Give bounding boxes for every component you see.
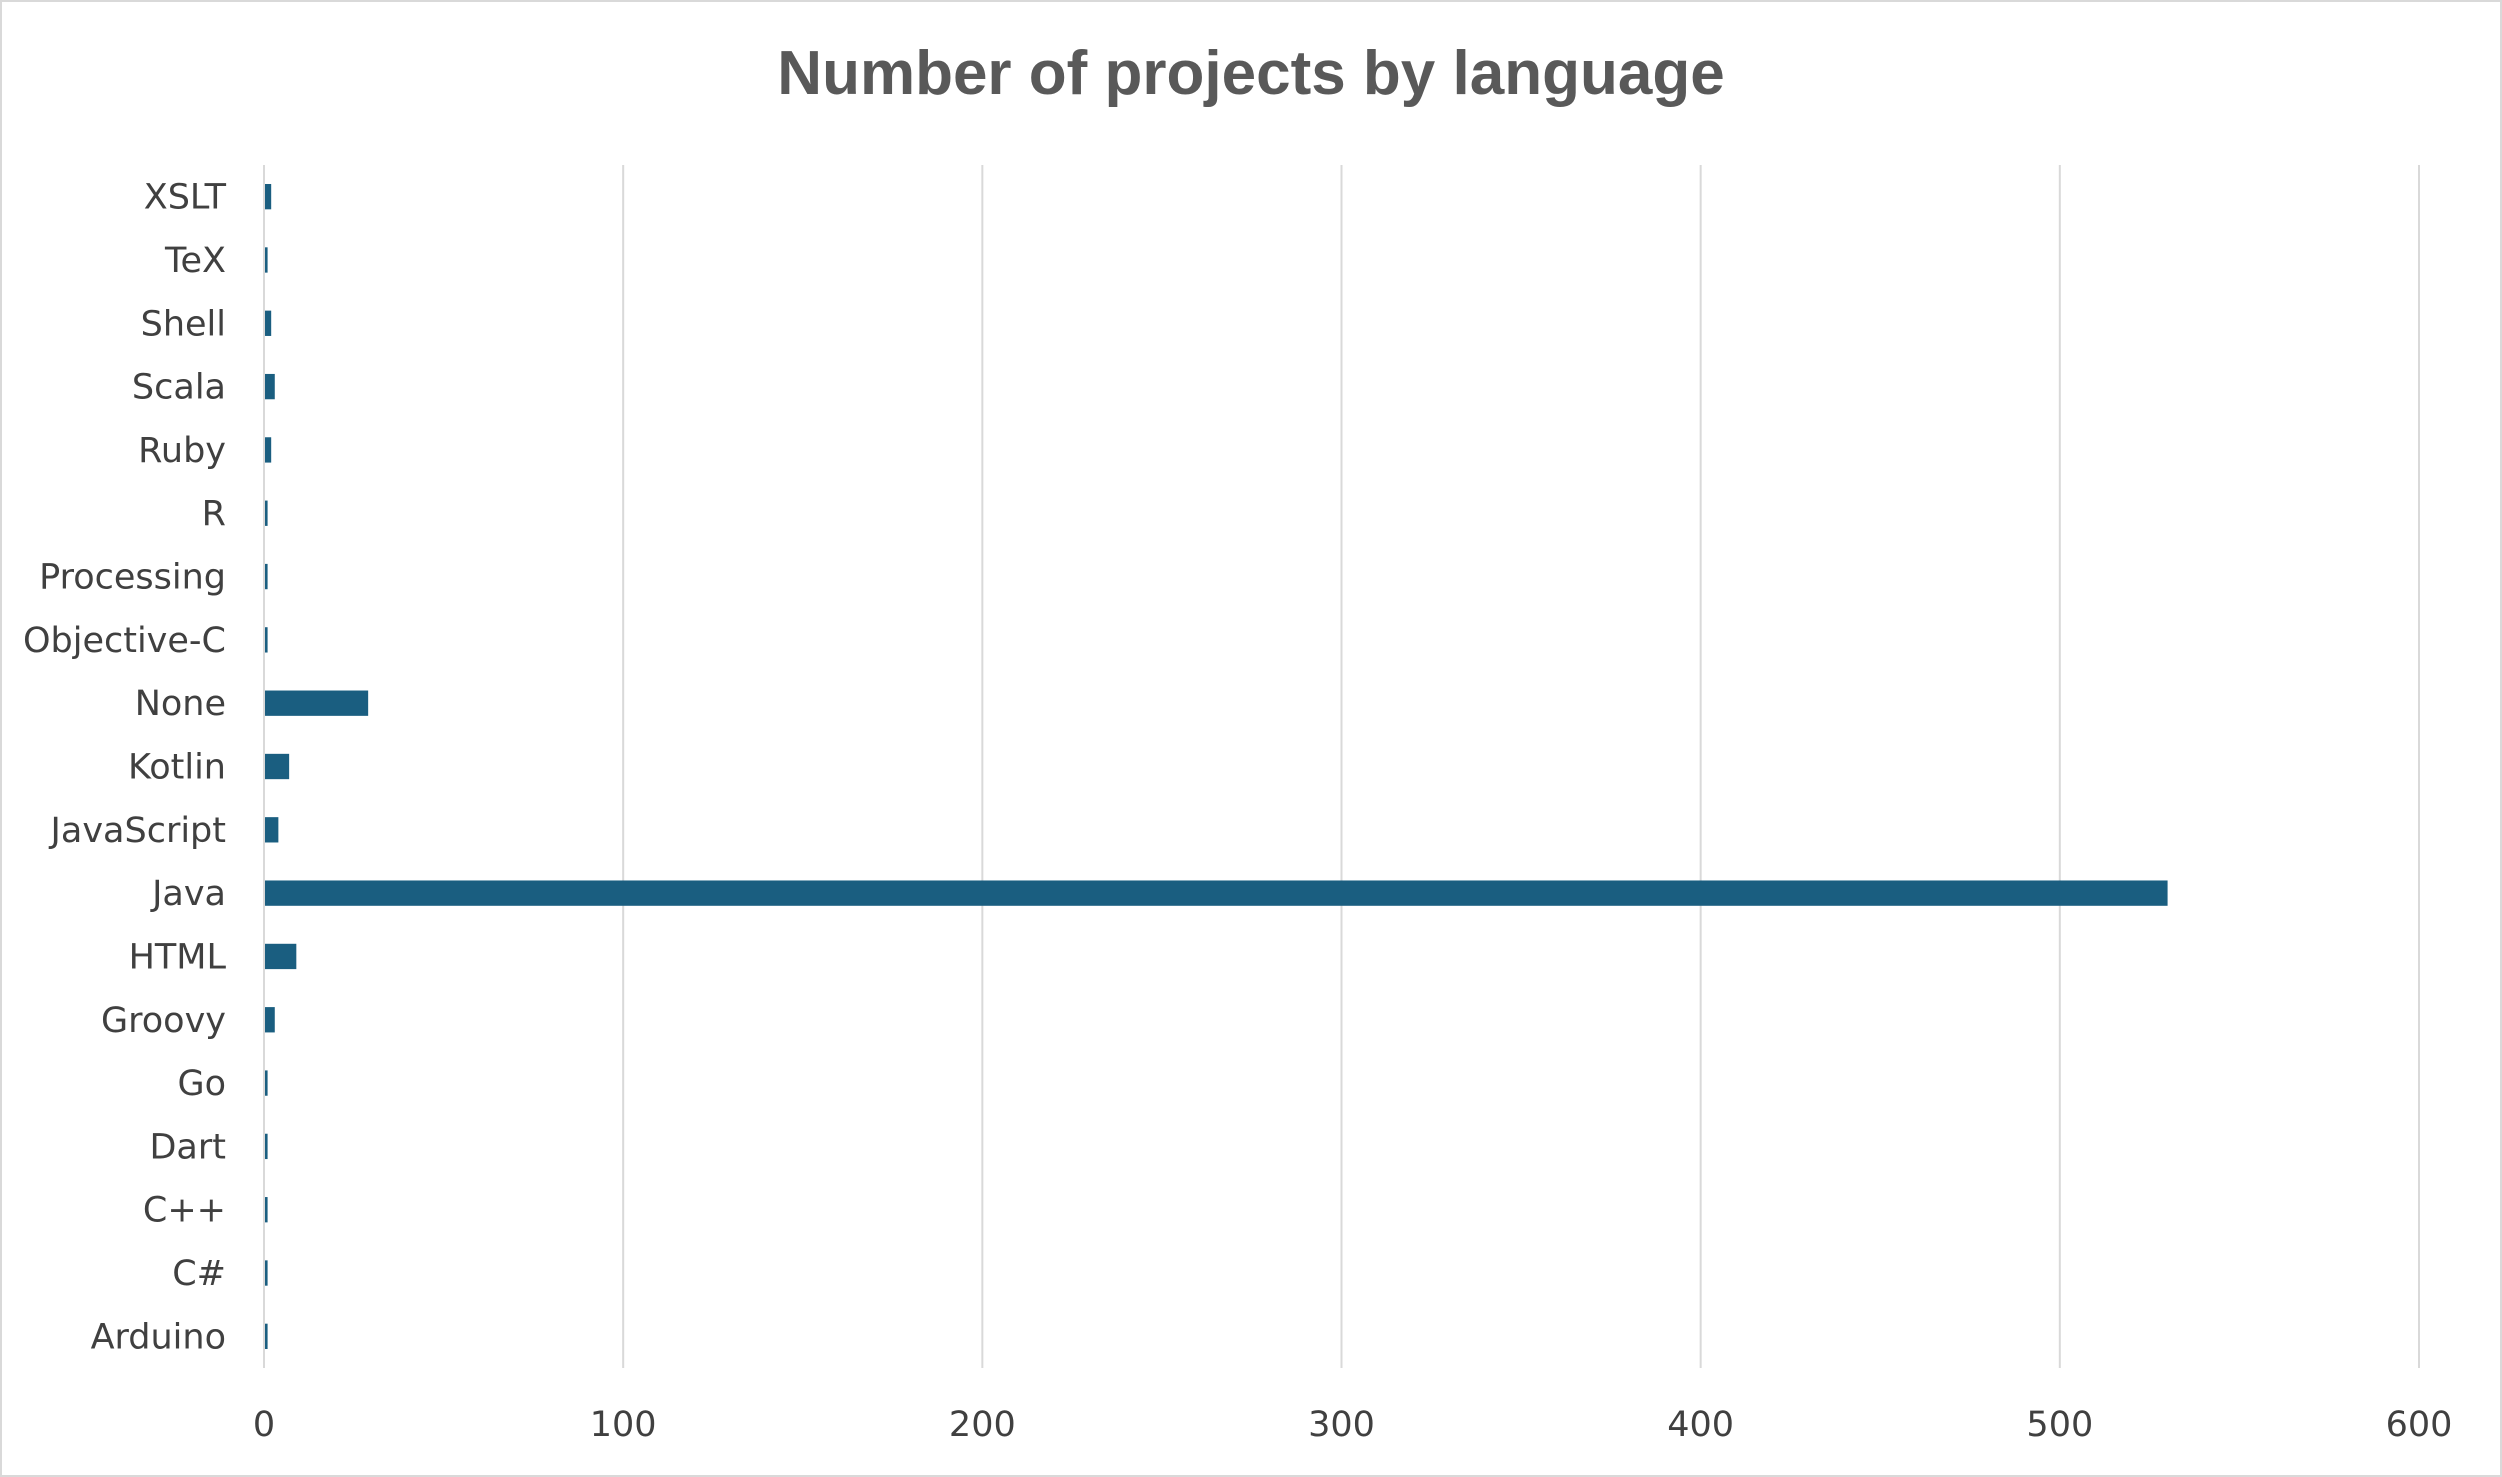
bar-r xyxy=(264,500,268,526)
y-category-label: Ruby xyxy=(138,431,226,471)
bar-groovy xyxy=(264,1007,275,1033)
y-category-label: Go xyxy=(177,1064,226,1104)
bar-tex xyxy=(264,247,268,273)
bar-kotlin xyxy=(264,753,290,780)
bar-objective-c xyxy=(264,627,268,653)
y-category-label: None xyxy=(135,684,226,724)
y-category-label: Kotlin xyxy=(128,748,226,788)
bar-processing xyxy=(264,563,268,590)
bar-c- xyxy=(264,1260,268,1286)
bar-arduino xyxy=(264,1323,268,1350)
y-category-label: TeX xyxy=(164,241,226,281)
x-tick-label: 200 xyxy=(949,1405,1016,1445)
bar-ruby xyxy=(264,437,272,463)
bar-html xyxy=(264,943,297,970)
bar-c- xyxy=(264,1197,268,1223)
y-category-label: HTML xyxy=(129,937,227,977)
y-category-label: R xyxy=(202,494,226,534)
y-category-label: Shell xyxy=(141,304,226,344)
y-category-label: C# xyxy=(172,1254,226,1294)
x-tick-label: 300 xyxy=(1308,1405,1375,1445)
y-category-label: Scala xyxy=(132,368,226,408)
x-tick-label: 500 xyxy=(2026,1405,2093,1445)
bar-none xyxy=(264,690,369,716)
y-category-label: Dart xyxy=(149,1127,226,1167)
bar-java xyxy=(264,880,2168,906)
y-category-label: C++ xyxy=(143,1191,226,1231)
x-tick-label: 400 xyxy=(1667,1405,1734,1445)
y-category-label: JavaScript xyxy=(49,811,226,851)
y-category-label: Groovy xyxy=(101,1001,226,1041)
y-category-label: Java xyxy=(150,874,226,914)
bar-xslt xyxy=(264,183,272,210)
y-category-label: XSLT xyxy=(144,178,227,218)
x-tick-label: 100 xyxy=(590,1405,657,1445)
y-category-label: Arduino xyxy=(91,1317,226,1357)
x-tick-label: 600 xyxy=(2386,1405,2453,1445)
bar-javascript xyxy=(264,817,279,843)
bar-shell xyxy=(264,310,272,336)
bar-dart xyxy=(264,1133,268,1160)
bar-scala xyxy=(264,373,275,400)
chart-title: Number of projects by language xyxy=(777,39,1725,108)
bar-go xyxy=(264,1070,268,1096)
y-category-label: Objective-C xyxy=(23,621,226,661)
y-category-label: Processing xyxy=(39,558,226,598)
x-tick-label: 0 xyxy=(253,1405,275,1445)
